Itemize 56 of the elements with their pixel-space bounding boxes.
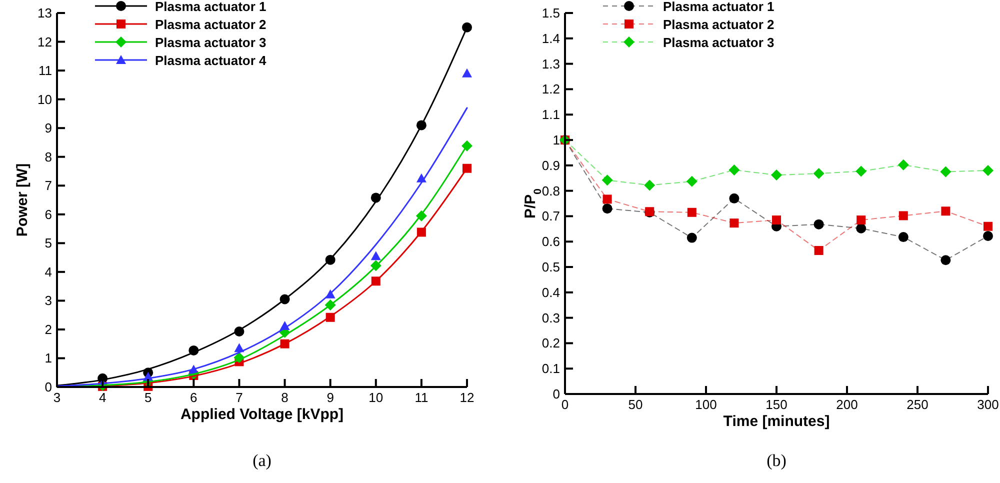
y-tick-label: 1.3 [542,56,560,72]
legend-label: Plasma actuator 3 [155,35,266,50]
x-tick-label: 50 [628,397,643,412]
y-axis-title: Power [W] [14,163,31,237]
x-tick-label: 300 [977,397,999,412]
y-tick-label: 0.8 [542,183,560,198]
y-tick-label: 1.4 [542,30,560,46]
y-tick-label: 4 [44,264,52,280]
y-tick-label: 1.1 [542,107,560,122]
y-tick-label: 0.4 [542,284,560,300]
x-tick-label: 200 [836,397,858,412]
x-tick-label: 10 [368,390,384,405]
y-tick-label: 1.2 [542,82,560,97]
x-axis-title: Time [minutes] [723,413,830,430]
x-tick-label: 4 [98,390,106,405]
y-tick-label: 13 [38,6,52,20]
x-axis-title: Applied Voltage [kVpp] [180,406,344,423]
x-tick-label: 9 [326,390,334,405]
y-tick-label: 0.3 [542,310,560,326]
y-tick-label: 0.1 [542,361,560,376]
x-tick-label: 12 [460,390,474,405]
y-tick-label: 2 [44,322,52,337]
y-tick-label: 10 [38,92,52,107]
y-tick-label: 11 [38,63,52,78]
y-tick-label: 0.7 [542,208,560,224]
y-tick-label: 0.5 [542,260,560,274]
y-tick-label: 0 [44,380,52,394]
legend-label: Plasma actuator 1 [663,0,774,14]
y-tick-label: 0.9 [542,158,560,173]
legend-label: Plasma actuator 2 [663,17,774,32]
y-tick-label: 9 [44,120,52,136]
y-tick-label: 1.5 [542,6,560,20]
text: (b) [766,451,786,470]
x-tick-label: 11 [414,390,428,405]
legend-label: Plasma actuator 1 [155,0,266,14]
y-tick-label: 7 [44,178,52,194]
y-tick-label: 12 [38,34,52,50]
text: (a) [252,451,272,470]
y-tick-label: 1 [552,132,560,148]
x-tick-label: 5 [144,390,152,405]
y-tick-label: 5 [44,236,52,251]
y-tick-label: 0.2 [542,336,560,351]
legend-label: Plasma actuator 2 [155,17,266,32]
x-tick-label: 7 [236,390,243,405]
x-tick-label: 150 [766,397,788,412]
x-tick-label: 8 [281,390,288,405]
y-tick-label: 8 [44,149,52,164]
x-tick-label: 250 [906,397,928,412]
y-tick-label: 1 [44,350,52,366]
y-tick-label: 3 [44,293,52,308]
y-tick-label: 0.6 [542,234,560,250]
y-tick-label: 6 [44,206,52,222]
x-tick-label: 6 [190,390,198,405]
legend-label: Plasma actuator 4 [155,53,268,68]
legend-label: Plasma actuator 3 [663,35,774,50]
x-tick-label: 100 [695,397,717,412]
